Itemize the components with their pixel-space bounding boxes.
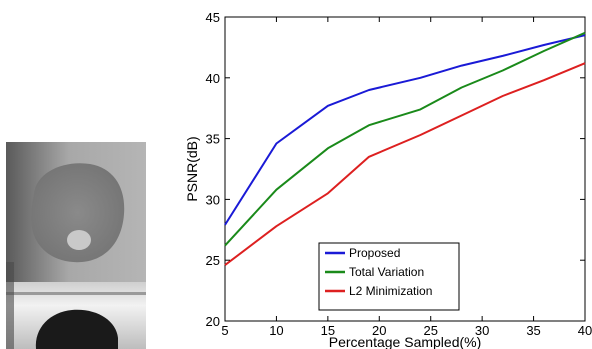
sample-photo [6, 142, 146, 349]
y-tick-label: 45 [206, 10, 220, 25]
x-tick-label: 10 [269, 323, 283, 338]
grayscale-sample-photo-icon [6, 142, 146, 349]
x-tick-label: 5 [221, 323, 228, 338]
x-tick-label: 20 [372, 323, 386, 338]
y-tick-label: 35 [206, 132, 220, 147]
y-axis-label: PSNR(dB) [184, 136, 200, 201]
chart-svg: 5 10 15 20 25 30 35 40 20 25 30 35 40 45 Percentage S… [184, 10, 592, 349]
y-tick-label: 40 [206, 71, 220, 86]
series-lines [224, 31, 586, 266]
legend-label: L2 Minimization [349, 284, 432, 298]
x-tick-label: 35 [526, 323, 540, 338]
y-tick-label: 20 [206, 314, 220, 329]
x-tick-label: 30 [475, 323, 489, 338]
x-tick-label: 15 [321, 323, 335, 338]
y-tick-label: 30 [206, 192, 220, 207]
psnr-chart: 5 10 15 20 25 30 35 40 20 25 30 35 40 45 Percentage S… [180, 0, 592, 349]
legend: Proposed Total Variation L2 Minimization [318, 242, 460, 311]
x-tick-label: 40 [578, 323, 592, 338]
series-line-l2-minimization [224, 62, 586, 266]
x-axis-label: Percentage Sampled(%) [329, 334, 482, 349]
y-tick-label: 25 [206, 253, 220, 268]
axis-ticks: 5 10 15 20 25 30 35 40 20 25 30 35 40 45 [206, 10, 592, 338]
series-line-total-variation [224, 31, 586, 247]
legend-label: Total Variation [349, 265, 424, 279]
x-tick-label: 25 [423, 323, 437, 338]
legend-label: Proposed [349, 246, 400, 260]
series-line-proposed [224, 34, 586, 226]
